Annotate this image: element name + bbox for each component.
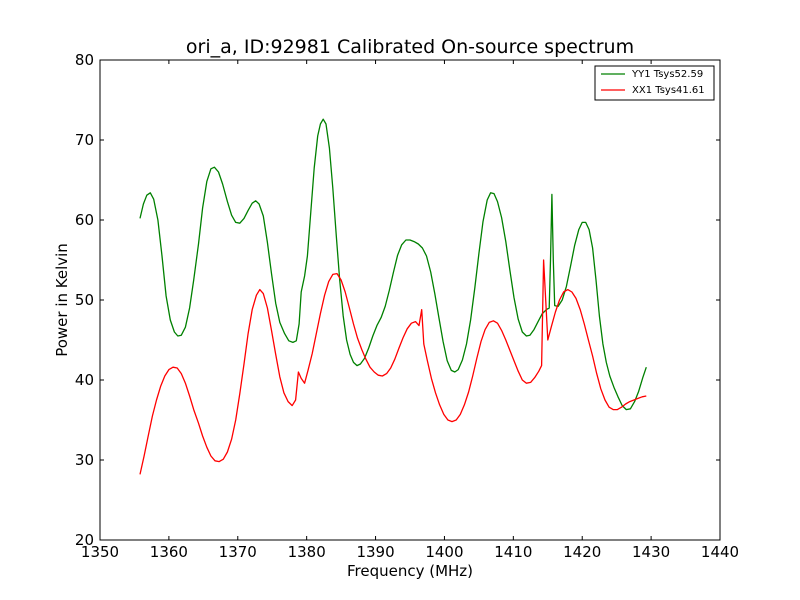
series-line-yy1 <box>139 118 647 411</box>
x-tick-label: 1370 <box>219 543 257 561</box>
series-line-xx1 <box>139 259 647 475</box>
chart-title: ori_a, ID:92981 Calibrated On-source spe… <box>186 36 634 58</box>
y-tick-label: 50 <box>75 291 94 309</box>
plot-frame <box>99 59 721 541</box>
x-tick-label: 1430 <box>632 543 670 561</box>
y-tick-label: 80 <box>75 51 94 69</box>
y-axis-label: Power in Kelvin <box>53 243 71 357</box>
x-tick-label: 1410 <box>494 543 532 561</box>
x-tick-label: 1350 <box>81 543 119 561</box>
x-tick-label: 1400 <box>425 543 463 561</box>
legend-label-xx1: XX1 Tsys41.61 <box>632 85 705 96</box>
x-tick-label: 1420 <box>563 543 601 561</box>
y-tick-label: 60 <box>75 211 94 229</box>
y-tick-label: 30 <box>75 451 94 469</box>
legend-label-yy1: YY1 Tsys52.59 <box>631 69 703 80</box>
plot-area <box>100 60 720 540</box>
series-layer <box>139 118 647 475</box>
x-tick-label: 1390 <box>356 543 394 561</box>
legend-box <box>594 65 715 101</box>
x-tick-label: 1380 <box>288 543 326 561</box>
x-axis-label: Frequency (MHz) <box>347 562 473 580</box>
y-tick-label: 20 <box>75 531 94 549</box>
legend: YY1 Tsys52.59 XX1 Tsys41.61 <box>594 65 715 101</box>
y-tick-label: 40 <box>75 371 94 389</box>
y-tick-label: 70 <box>75 131 94 149</box>
x-tick-label: 1440 <box>701 543 739 561</box>
tick-layer: 1350 1360 1370 1380 1390 1400 1410 1420 1430 1440… <box>75 51 739 561</box>
x-tick-label: 1360 <box>150 543 188 561</box>
